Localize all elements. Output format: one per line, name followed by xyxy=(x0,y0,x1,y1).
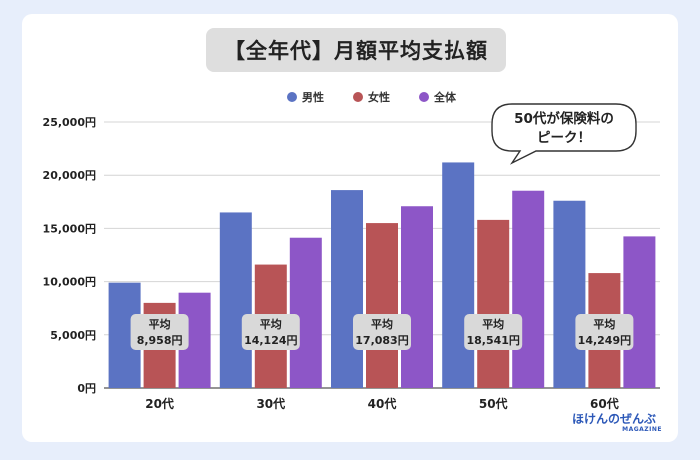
x-category-label: 30代 xyxy=(256,396,285,411)
bar-女性-40代 xyxy=(366,223,398,388)
legend-item-男性: 男性 xyxy=(287,90,324,104)
average-label-value: 8,958円 xyxy=(137,334,183,347)
average-label-title: 平均 xyxy=(593,317,615,331)
y-axis-ticks: 0円 5,000円 10,000円 15,000円 20,000円 25,000円 xyxy=(43,116,96,395)
average-label-title: 平均 xyxy=(260,317,282,331)
legend-label: 男性 xyxy=(302,90,324,104)
average-label-box xyxy=(241,314,300,350)
legend-swatch xyxy=(353,92,363,102)
average-label-50代: 平均 18,541円 xyxy=(464,314,523,350)
average-label-title: 平均 xyxy=(482,317,504,331)
callout-bubble: 50代が保険料の ピーク！ xyxy=(491,103,637,165)
x-category-label: 40代 xyxy=(368,396,397,411)
legend-label: 女性 xyxy=(368,90,390,104)
average-label-30代: 平均 14,124円 xyxy=(241,314,300,350)
x-axis-categories: 20代 30代 40代 50代 60代 xyxy=(145,396,619,411)
legend-item-女性: 女性 xyxy=(353,90,390,104)
brand-name: ほけんのぜんぶ xyxy=(572,412,657,426)
x-category-label: 50代 xyxy=(479,396,508,411)
average-label-value: 14,124円 xyxy=(244,334,297,347)
y-tick-label: 5,000円 xyxy=(50,329,96,342)
y-tick-label: 15,000円 xyxy=(43,222,96,235)
callout-shape xyxy=(491,103,637,165)
legend-swatch xyxy=(419,92,429,102)
average-label-60代: 平均 14,249円 xyxy=(575,314,634,350)
average-labels: 平均8,958円平均14,124円平均17,083円平均18,541円平均14,… xyxy=(130,314,634,350)
bar-全体-60代 xyxy=(623,236,656,388)
average-label-value: 14,249円 xyxy=(578,334,631,347)
bar-全体-40代 xyxy=(401,206,433,388)
legend-label: 全体 xyxy=(433,90,457,104)
y-tick-label: 20,000円 xyxy=(43,169,96,182)
bar-男性-50代 xyxy=(442,162,475,388)
callout-line2: ピーク！ xyxy=(537,130,591,146)
average-label-box xyxy=(575,314,634,350)
bar-女性-50代 xyxy=(477,219,510,388)
average-label-title: 平均 xyxy=(371,317,393,331)
x-category-label: 20代 xyxy=(145,396,174,411)
average-label-box xyxy=(130,314,189,350)
average-label-box xyxy=(353,314,411,350)
average-label-box xyxy=(464,314,523,350)
chart-title: 【全年代】月額平均支払額 xyxy=(206,28,506,72)
callout-line1: 50代が保険料の xyxy=(514,110,614,127)
brand-logo: ほけんのぜんぶ MAGAZINE xyxy=(572,412,662,438)
bar-男性-60代 xyxy=(553,200,586,388)
y-tick-label: 25,000円 xyxy=(43,116,96,129)
y-tick-label: 0円 xyxy=(77,382,96,395)
average-label-value: 18,541円 xyxy=(466,334,519,347)
bar-全体-30代 xyxy=(289,237,322,388)
brand-sub: MAGAZINE xyxy=(622,426,662,433)
bars xyxy=(108,162,656,388)
average-label-value: 17,083円 xyxy=(355,334,408,347)
legend-swatch xyxy=(287,92,297,102)
bar-男性-40代 xyxy=(331,190,363,388)
legend-item-全体: 全体 xyxy=(419,90,457,104)
average-label-40代: 平均 17,083円 xyxy=(353,314,411,350)
average-label-20代: 平均 8,958円 xyxy=(130,314,189,350)
bar-男性-30代 xyxy=(219,212,252,388)
average-label-title: 平均 xyxy=(149,317,171,331)
x-category-label: 60代 xyxy=(590,396,619,411)
legend: 男性 女性 全体 xyxy=(287,90,457,104)
y-tick-label: 10,000円 xyxy=(43,276,96,289)
bar-全体-50代 xyxy=(512,190,545,388)
